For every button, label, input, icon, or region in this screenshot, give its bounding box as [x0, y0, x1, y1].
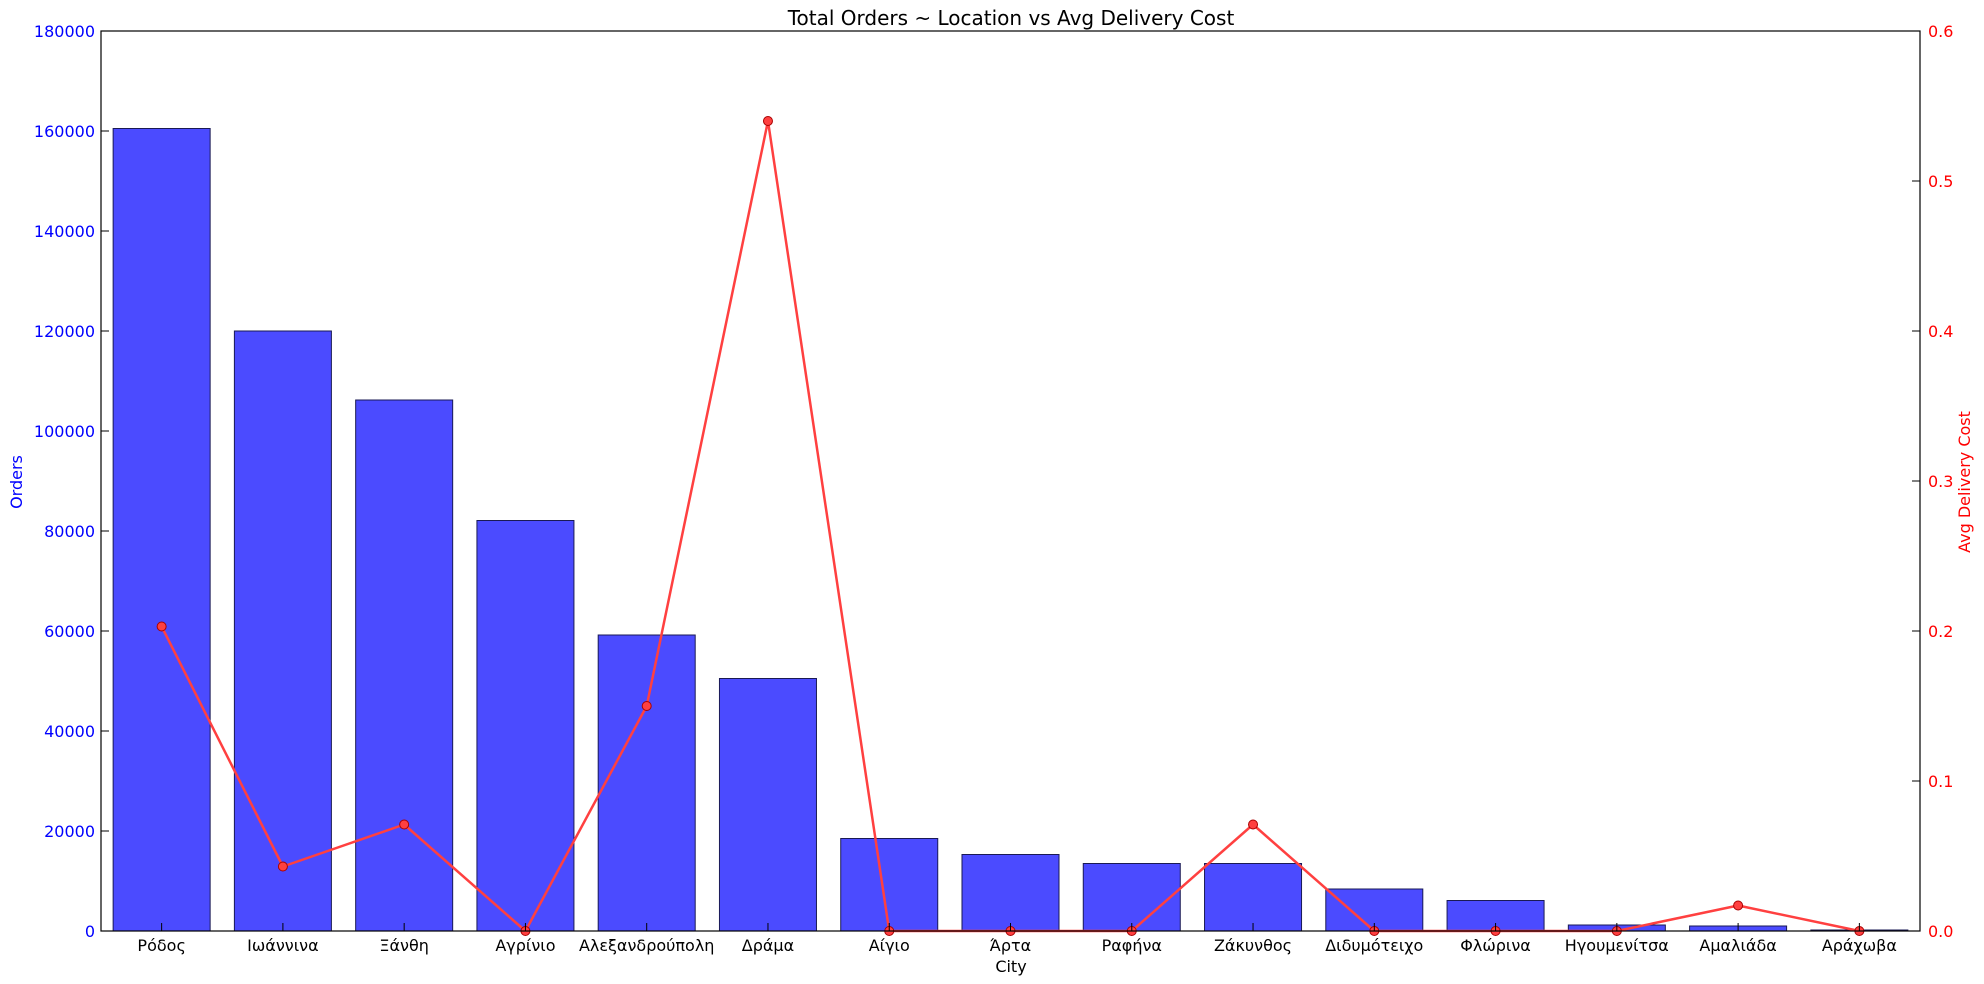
- bar-1: [233, 330, 332, 932]
- bar-4: [597, 634, 696, 932]
- y2-tick-label-0: 0.0: [1928, 922, 1953, 941]
- plot-layer: 0 20000 40000 60000 80000 100000 120000 140000 1…: [34, 22, 1954, 955]
- x-tick-label-5: Δράμα: [742, 936, 794, 955]
- x-tick-label-14: Αράχωβα: [1822, 936, 1897, 955]
- x-tick-label-7: Άρτα: [990, 936, 1031, 955]
- x-tick-label-9: Ζάκυνθος: [1214, 936, 1292, 955]
- y2-tick-label-2: 0.2: [1928, 622, 1953, 641]
- x-tick-label-8: Ραφήνα: [1102, 936, 1162, 955]
- bar-3: [476, 520, 575, 932]
- y-tick-label-9: 180000: [34, 22, 95, 41]
- y-tick-label-8: 160000: [34, 122, 95, 141]
- cost-point-1: [277, 861, 288, 872]
- bar-6: [840, 838, 939, 932]
- cost-point-2: [399, 819, 410, 830]
- x-tick-label-0: Ρόδος: [137, 936, 185, 955]
- bar-2: [355, 399, 454, 932]
- bar-5: [718, 678, 817, 932]
- x-tick-label-1: Ιωάννινα: [247, 936, 318, 955]
- y2-tick-label-1: 0.1: [1928, 772, 1953, 791]
- x-tick-label-2: Ξάνθη: [379, 936, 429, 955]
- x-axis-label: City: [995, 957, 1026, 976]
- y-tick-label-7: 140000: [34, 222, 95, 241]
- cost-point-13: [1733, 900, 1744, 911]
- x-tick-label-3: Αγρίνιο: [495, 936, 555, 955]
- y-tick-label-1: 20000: [44, 822, 95, 841]
- y2-tick-label-4: 0.4: [1928, 322, 1953, 341]
- y-tick-label-5: 100000: [34, 422, 95, 441]
- chart-title: Total Orders ~ Location vs Avg Delivery …: [787, 6, 1235, 30]
- y-tick-label-4: 80000: [44, 522, 95, 541]
- y-tick-label-0: 0: [85, 922, 95, 941]
- bar-8: [1082, 863, 1181, 932]
- bar-0: [112, 128, 211, 932]
- y2-tick-label-3: 0.3: [1928, 472, 1953, 491]
- y-tick-label-2: 40000: [44, 722, 95, 741]
- cost-point-5: [762, 116, 773, 126]
- cost-point-0: [156, 621, 167, 632]
- x-tick-label-13: Αμαλιάδα: [1699, 936, 1776, 955]
- y2-tick-label-6: 0.6: [1928, 22, 1953, 41]
- y-axis-label: Orders: [7, 455, 26, 509]
- bar-11: [1446, 900, 1545, 932]
- y2-axis-label: Avg Delivery Cost: [1955, 411, 1974, 553]
- y-tick-label-6: 120000: [34, 322, 95, 341]
- cost-point-9: [1248, 819, 1259, 830]
- x-tick-label-11: Φλώρινα: [1460, 936, 1531, 955]
- x-tick-label-10: Διδυμότειχο: [1325, 936, 1423, 955]
- x-tick-label-4: Αλεξανδρούπολη: [579, 936, 715, 955]
- bar-9: [1204, 863, 1303, 932]
- y-tick-label-3: 60000: [44, 622, 95, 641]
- y2-tick-label-5: 0.5: [1928, 172, 1953, 191]
- bar-7: [961, 854, 1060, 932]
- x-tick-label-12: Ηγουμενίτσα: [1565, 936, 1669, 955]
- x-tick-label-6: Αίγιο: [869, 936, 910, 955]
- cost-point-4: [641, 701, 652, 711]
